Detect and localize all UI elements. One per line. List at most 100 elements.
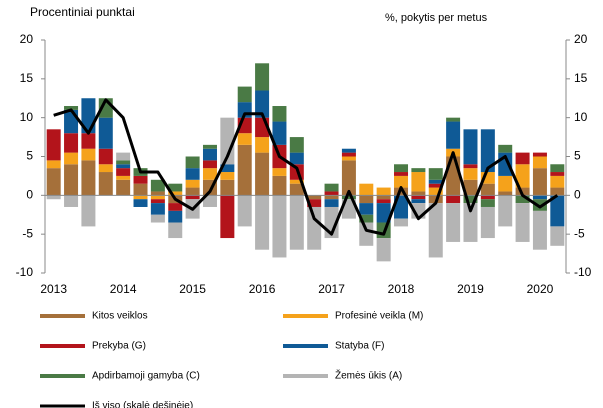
bar-segment [498,144,513,153]
bar-segment [98,172,113,196]
bar-segment [480,206,495,239]
bar-segment [480,129,495,173]
bar-segment [255,152,270,196]
y-tick-label: 5 [26,149,33,163]
bar-segment [150,214,165,223]
bar-segment [532,210,547,250]
bar-segment [341,160,356,196]
bar-segment [220,117,235,165]
bar-segment [133,199,148,207]
x-tick-label: 2017 [318,282,345,296]
bar-segment [116,160,131,165]
bar-segment [46,195,61,200]
legend-label: Iš viso (skalė dešinėje) [92,401,193,408]
y2-tick-label: 20 [574,32,588,46]
bar-segment [359,222,374,246]
bar-segment [515,152,530,165]
bar-segment [202,160,217,169]
bar-segment [150,203,165,215]
bar-segment [185,156,200,169]
total-line [53,98,559,236]
bar-segment [324,183,339,192]
x-tick-label: 2019 [457,282,484,296]
bar-segment [324,195,339,200]
bar-segment [532,152,547,157]
bar-segment [428,168,443,180]
y2-tick-label: -10 [574,265,592,279]
bar-segment [81,148,96,161]
bar-segment [168,203,183,211]
bar-segment [289,137,304,153]
y-tick-label: 15 [20,71,34,85]
bar-segment [272,168,287,176]
bar-segment [532,156,547,169]
bar-segment [98,117,113,149]
bar-segment [394,175,409,188]
legend-label: Kitos veiklos [92,311,148,322]
bar-segment [255,63,270,91]
bar-segment [133,175,148,184]
bar-segment [255,90,270,118]
bar-segment [515,187,530,196]
bar-segment [168,210,183,223]
bar-segment [202,144,217,149]
bar-segment [289,195,304,250]
bar-segment [116,168,131,176]
x-tick-label: 2018 [388,282,415,296]
bar-segment [255,195,270,250]
y-tick-label: 0 [26,188,33,202]
legend-label: Statyba (F) [335,341,384,352]
bar-segment [463,195,478,204]
bar-segment [463,203,478,242]
y-tick-label: 20 [20,32,34,46]
bar-segment [515,203,530,242]
bar-segment [116,152,131,161]
bar-segment [98,164,113,173]
bar-segment [307,199,322,207]
bar-segment [480,195,495,200]
bar-segment [116,179,131,196]
bar-segment [411,199,426,204]
bar-segment [515,164,530,188]
bar-segment [324,191,339,196]
bar-segment [411,172,426,192]
x-tick-label: 2014 [110,282,137,296]
legend-label: Apdirbamoji gamyba (C) [92,371,200,382]
bar-segment [480,199,495,207]
bar-segment [98,148,113,165]
bar-segment [237,144,252,196]
bar-segment [532,199,547,211]
bar-segment [64,164,79,196]
bar-segment [81,133,96,149]
bar-segment [463,168,478,180]
bar-segment [550,195,565,227]
bar-segment [463,164,478,169]
x-tick-label: 2020 [527,282,554,296]
bar-segment [411,195,426,200]
bar-segment [341,156,356,161]
bar-segment [81,160,96,196]
bar-segment [237,133,252,145]
bar-segment [376,195,391,200]
bar-segment [202,168,217,180]
x-tick-label: 2016 [249,282,276,296]
y-tick-label: -10 [16,265,34,279]
bar-segment [150,195,165,200]
bar-segment [46,129,61,161]
bar-segment [463,129,478,165]
bar-segment [550,175,565,188]
bar-segment [480,183,495,196]
bar-segment [498,191,513,196]
y2-tick-label: 5 [574,149,581,163]
bar-segment [376,199,391,204]
bar-segment [515,195,530,204]
bar-segment [64,195,79,207]
bar-segment [307,195,322,200]
bar-segment [446,203,461,242]
bar-segment [498,175,513,192]
bar-segment [220,179,235,196]
bar-segment [64,133,79,153]
bar-segment [185,168,200,180]
bar-segment [289,179,304,184]
